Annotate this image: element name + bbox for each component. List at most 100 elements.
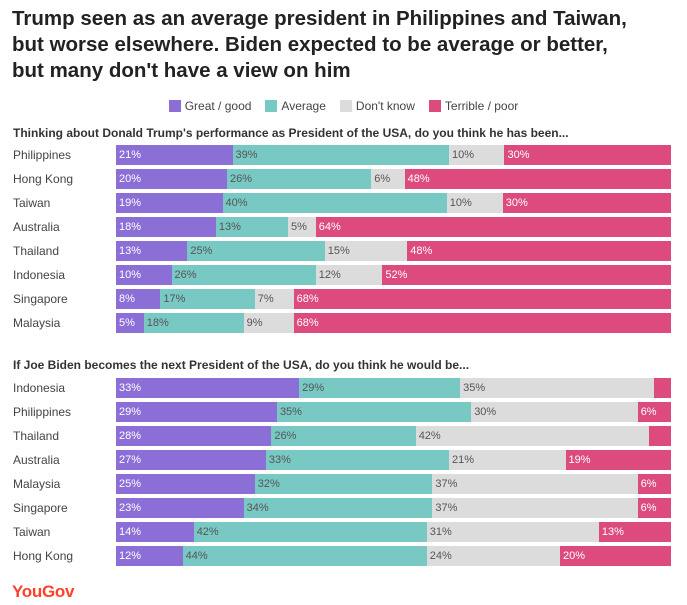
data-label: 12% [318, 269, 341, 281]
data-label: 20% [562, 550, 585, 562]
bar-row-indonesia: Indonesia 10% 26% 12% 52% [0, 265, 687, 285]
bar-segment-average: 18% [143, 313, 244, 333]
bar-segment-average: 44% [182, 546, 427, 566]
bar-segment-average: 13% [215, 217, 289, 237]
data-label: 68% [296, 317, 319, 329]
bar-segment-don-t-know: 21% [448, 450, 566, 470]
data-label: 34% [246, 502, 269, 514]
bar-segment-don-t-know: 6% [371, 169, 405, 189]
data-label: 32% [257, 478, 280, 490]
data-label: 44% [185, 550, 208, 562]
bar-row-taiwan: Taiwan 19% 40% 10% 30% [0, 193, 687, 213]
bar-row-indonesia: Indonesia 33% 29% 35% [0, 378, 687, 398]
stacked-bar: 33% 29% 35% [116, 378, 671, 398]
data-label: 37% [435, 478, 458, 490]
data-label: 19% [119, 197, 142, 209]
legend-item-terrible-poor: Terrible / poor [428, 99, 519, 113]
bar-row-malaysia: Malaysia 25% 32% 37% 6% [0, 474, 687, 494]
category-label: Malaysia [13, 477, 61, 491]
category-label: Thailand [13, 429, 60, 443]
data-label: 6% [640, 478, 657, 490]
data-label: 13% [601, 526, 624, 538]
bar-row-singapore: Singapore 8% 17% 7% 68% [0, 289, 687, 309]
data-label: 17% [163, 293, 186, 305]
data-label: 10% [449, 197, 472, 209]
data-label: 19% [568, 454, 591, 466]
bar-segment-don-t-know: 10% [446, 193, 503, 213]
bar-segment-great-good: 21% [116, 145, 233, 165]
bar-segment-don-t-know: 24% [426, 546, 560, 566]
bar-row-australia: Australia 18% 13% 5% 64% [0, 217, 687, 237]
biden-question: If Joe Biden becomes the next President … [13, 358, 470, 372]
data-label: 6% [640, 406, 657, 418]
bar-segment-terrible-poor: 52% [382, 265, 671, 285]
data-label: 21% [451, 454, 475, 466]
category-label: Taiwan [13, 196, 51, 210]
category-label: Philippines [13, 148, 72, 162]
bar-segment-average: 26% [271, 426, 416, 446]
bar-row-hong-kong: Hong Kong 20% 26% 6% 48% [0, 169, 687, 189]
data-label: 64% [318, 221, 341, 233]
bar-segment-average: 42% [193, 522, 427, 542]
category-label: Hong Kong [13, 549, 74, 563]
bar-segment-terrible-poor: 6% [637, 498, 671, 518]
bar-segment-terrible-poor: 20% [559, 546, 671, 566]
data-label: 10% [119, 269, 142, 281]
data-label: 30% [474, 406, 497, 418]
bar-segment-don-t-know: 35% [460, 378, 655, 398]
data-label: 52% [385, 269, 408, 281]
bar-segment-terrible-poor: 64% [315, 217, 671, 237]
data-label: 48% [410, 245, 433, 257]
data-label: 42% [196, 526, 219, 538]
legend-item-dont-know: Don't know [339, 99, 415, 113]
bar-segment-average: 26% [227, 169, 372, 189]
category-label: Philippines [13, 405, 72, 419]
chart-title: Trump seen as an average president in Ph… [12, 6, 677, 84]
data-label: 28% [119, 430, 142, 442]
bar-segment-great-good: 18% [116, 217, 216, 237]
data-label: 18% [146, 317, 169, 329]
data-label: 18% [119, 221, 142, 233]
data-label: 29% [119, 406, 142, 418]
bar-segment-average: 33% [265, 450, 449, 470]
stacked-bar: 23% 34% 37% 6% [116, 498, 671, 518]
bar-segment-great-good: 27% [116, 450, 266, 470]
bar-segment-don-t-know: 15% [324, 241, 408, 261]
stacked-bar: 25% 32% 37% 6% [116, 474, 671, 494]
data-label: 35% [279, 406, 302, 418]
data-label: 30% [507, 149, 530, 161]
legend-label: Terrible / poor [444, 99, 519, 113]
data-label: 33% [119, 382, 142, 394]
stacked-bar: 10% 26% 12% 52% [116, 265, 671, 285]
bar-segment-don-t-know: 30% [471, 402, 638, 422]
stacked-bar: 12% 44% 24% 20% [116, 546, 671, 566]
bar-segment-average: 26% [171, 265, 316, 285]
bar-segment-great-good: 8% [116, 289, 161, 309]
category-label: Hong Kong [13, 172, 74, 186]
bar-segment-don-t-know: 42% [415, 426, 649, 446]
legend: Great / good Average Don't know Terrible… [0, 99, 687, 113]
legend-item-average: Average [265, 99, 326, 113]
bar-segment-don-t-know: 37% [432, 498, 638, 518]
bar-segment-average: 40% [222, 193, 447, 213]
bar-segment-terrible-poor: 19% [565, 450, 671, 470]
bar-segment-great-good: 13% [116, 241, 188, 261]
data-label: 15% [327, 245, 350, 257]
data-label: 29% [302, 382, 325, 394]
legend-swatch [168, 100, 181, 112]
bar-segment-terrible-poor: 68% [293, 313, 671, 333]
bar-segment-great-good: 5% [116, 313, 144, 333]
bar-segment-don-t-know: 31% [426, 522, 599, 542]
stacked-bar: 20% 26% 6% 48% [116, 169, 671, 189]
bar-segment-don-t-know: 5% [288, 217, 316, 237]
data-label: 26% [174, 269, 197, 281]
legend-label: Don't know [355, 99, 415, 113]
stacked-bar: 5% 18% 9% 68% [116, 313, 671, 333]
legend-label: Great / good [184, 99, 252, 113]
data-label: 5% [119, 317, 135, 329]
bar-segment-great-good: 19% [116, 193, 223, 213]
bar-segment-great-good: 33% [116, 378, 300, 398]
bar-segment-terrible-poor: 30% [502, 193, 671, 213]
bar-segment-average: 39% [232, 145, 449, 165]
data-label: 48% [407, 173, 430, 185]
